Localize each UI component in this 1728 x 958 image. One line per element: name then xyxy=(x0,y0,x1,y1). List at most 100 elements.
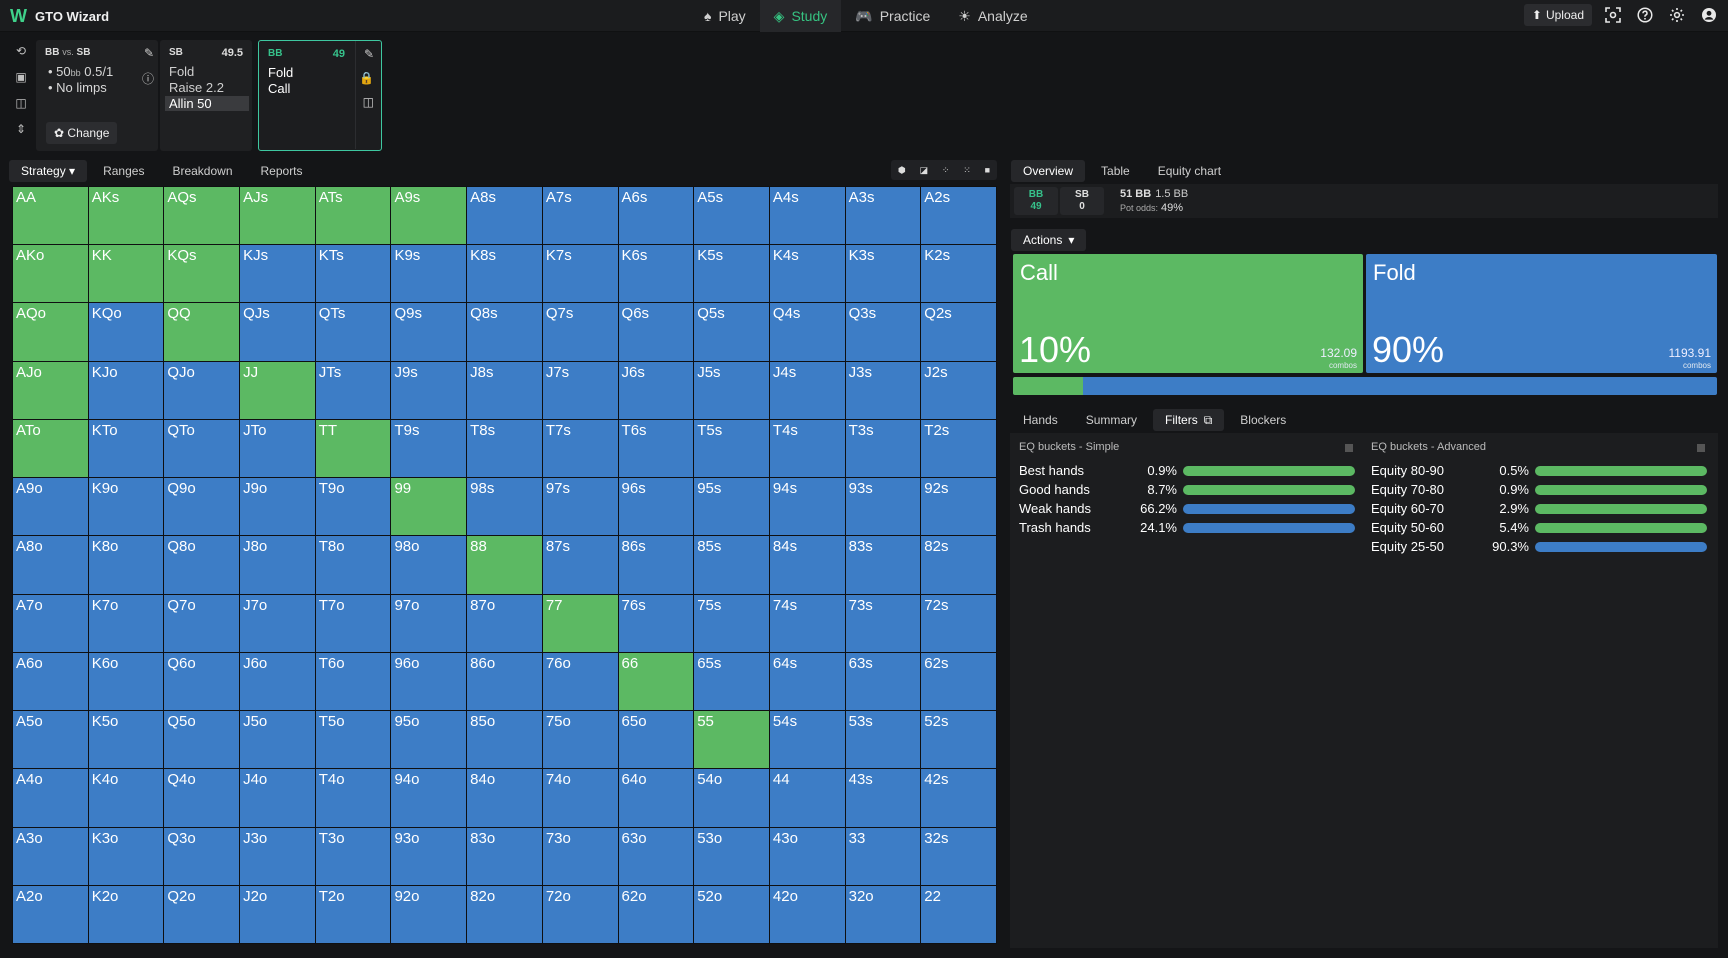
compare-icon[interactable]: ◫ xyxy=(362,95,374,109)
hand-cell[interactable]: KJs xyxy=(240,245,315,303)
hand-cell[interactable]: 52o xyxy=(694,885,769,943)
hand-cell[interactable]: A3s xyxy=(845,187,921,245)
hand-cell[interactable]: QTs xyxy=(315,303,391,361)
hand-cell[interactable]: 43o xyxy=(769,827,845,885)
eq-row[interactable]: Good hands 8.7% xyxy=(1019,480,1363,499)
hand-cell[interactable]: 73s xyxy=(845,594,921,652)
hand-cell[interactable]: A3o xyxy=(13,827,88,885)
hand-cell[interactable]: 95o xyxy=(391,711,467,769)
change-button[interactable]: ✿ Change xyxy=(46,122,118,144)
hand-cell[interactable]: 86o xyxy=(467,652,542,711)
hand-cell[interactable]: A6s xyxy=(618,187,694,245)
hand-cell[interactable]: Q4o xyxy=(164,769,240,827)
upload-button[interactable]: ⬆ Upload xyxy=(1523,4,1592,26)
hand-cell[interactable]: J3s xyxy=(845,361,921,419)
hand-cell[interactable]: K4s xyxy=(769,245,845,303)
hand-cell[interactable]: 93s xyxy=(845,478,921,536)
hand-cell[interactable]: K5o xyxy=(88,711,164,769)
hand-cell[interactable]: Q2s xyxy=(921,303,996,361)
small-grid-icon[interactable]: ⁘ xyxy=(941,164,950,175)
hand-cell[interactable]: J6o xyxy=(240,652,315,711)
nav-practice[interactable]: 🎮 Practice xyxy=(841,0,944,32)
hand-cell[interactable]: K5s xyxy=(694,245,769,303)
hand-cell[interactable]: 95s xyxy=(694,478,769,536)
suits-view-icon[interactable]: ⬢ xyxy=(897,164,906,175)
edit-pencil-icon[interactable]: ✎ xyxy=(143,46,154,60)
hand-cell[interactable]: AJs xyxy=(240,187,315,245)
tab-overview[interactable]: Overview xyxy=(1011,160,1086,182)
hand-cell[interactable]: 52s xyxy=(921,711,996,769)
hand-cell[interactable]: K3s xyxy=(845,245,921,303)
hand-cell[interactable]: J4s xyxy=(769,361,845,419)
hand-cell[interactable]: 98s xyxy=(467,478,542,536)
hand-cell[interactable]: 83o xyxy=(467,827,542,885)
action-fold-box[interactable]: Fold 90% 1193.91 combos xyxy=(1366,254,1717,373)
hand-cell[interactable]: AKo xyxy=(13,245,88,303)
hand-cell[interactable]: 64o xyxy=(618,769,694,827)
expand-vertical-icon[interactable]: ⇕ xyxy=(15,122,27,136)
hand-cell[interactable]: K7o xyxy=(88,594,164,652)
settings-gear-icon[interactable] xyxy=(1666,4,1688,26)
hand-cell[interactable]: QJo xyxy=(164,361,240,419)
hand-cell[interactable]: T8o xyxy=(315,536,391,594)
hand-cell[interactable]: 72s xyxy=(921,594,996,652)
hand-cell[interactable]: T6s xyxy=(618,419,694,478)
hand-cell[interactable]: Q9o xyxy=(164,478,240,536)
solid-view-icon[interactable]: ■ xyxy=(984,165,991,175)
hand-cell[interactable]: K3o xyxy=(88,827,164,885)
hand-cell[interactable]: JTo xyxy=(240,419,315,478)
hand-cell[interactable]: 75s xyxy=(694,594,769,652)
hand-cell[interactable]: J8o xyxy=(240,536,315,594)
hand-cell[interactable]: 76o xyxy=(542,652,618,711)
tab-reports[interactable]: Reports xyxy=(260,164,303,178)
copy-icon[interactable]: ⧉ xyxy=(1203,412,1213,427)
tab-blockers[interactable]: Blockers xyxy=(1240,413,1287,427)
hand-cell[interactable]: J5s xyxy=(694,361,769,419)
sb-action-allin[interactable]: Allin 50 xyxy=(165,96,249,111)
hand-cell[interactable]: 74s xyxy=(769,594,845,652)
tab-filters[interactable]: Filters ⧉ xyxy=(1153,409,1225,431)
hand-cell[interactable]: 87o xyxy=(467,594,542,652)
hand-cell[interactable]: J9o xyxy=(240,478,315,536)
hand-cell[interactable]: T6o xyxy=(315,652,391,711)
hand-cell[interactable]: A4s xyxy=(769,187,845,245)
eq-row[interactable]: Weak hands 66.2% xyxy=(1019,499,1363,518)
hand-cell[interactable]: TT xyxy=(315,419,391,478)
hand-cell[interactable]: AQo xyxy=(13,303,88,361)
eq-row[interactable]: Best hands 0.9% xyxy=(1019,461,1363,480)
hand-cell[interactable]: K2o xyxy=(88,885,164,943)
tab-hands[interactable]: Hands xyxy=(1023,413,1058,427)
sb-action-raise[interactable]: Raise 2.2 xyxy=(169,80,224,95)
hand-cell[interactable]: 86s xyxy=(618,536,694,594)
hand-cell[interactable]: 33 xyxy=(845,827,921,885)
hand-cell[interactable]: 64s xyxy=(769,652,845,711)
hand-cell[interactable]: 54o xyxy=(694,769,769,827)
hand-cell[interactable]: 65o xyxy=(618,711,694,769)
hand-cell[interactable]: J8s xyxy=(467,361,542,419)
hand-cell[interactable]: AQs xyxy=(164,187,240,245)
hand-cell[interactable]: 44 xyxy=(769,769,845,827)
player-sb[interactable]: SB 0 xyxy=(1060,187,1104,215)
eq-row[interactable]: Trash hands 24.1% xyxy=(1019,518,1363,537)
hand-cell[interactable]: 63o xyxy=(618,827,694,885)
hand-cell[interactable]: Q9s xyxy=(391,303,467,361)
tab-breakdown[interactable]: Breakdown xyxy=(172,164,233,178)
hand-cell[interactable]: Q7o xyxy=(164,594,240,652)
logo[interactable]: W GTO Wizard xyxy=(10,7,109,25)
hand-cell[interactable]: Q6s xyxy=(618,303,694,361)
hand-cell[interactable]: 32s xyxy=(921,827,996,885)
hand-cell[interactable]: T5s xyxy=(694,419,769,478)
hand-cell[interactable]: ATo xyxy=(13,419,88,478)
hand-cell[interactable]: JTs xyxy=(315,361,391,419)
hand-cell[interactable]: J6s xyxy=(618,361,694,419)
hand-cell[interactable]: T7s xyxy=(542,419,618,478)
hand-cell[interactable]: J2o xyxy=(240,885,315,943)
hand-cell[interactable]: K2s xyxy=(921,245,996,303)
hand-cell[interactable]: 32o xyxy=(845,885,921,943)
eq-row[interactable]: Equity 60-70 2.9% xyxy=(1371,499,1715,518)
hand-cell[interactable]: T4s xyxy=(769,419,845,478)
screenshot-icon[interactable] xyxy=(1602,4,1624,26)
hand-cell[interactable]: Q3o xyxy=(164,827,240,885)
hand-cell[interactable]: KJo xyxy=(88,361,164,419)
hand-cell[interactable]: T8s xyxy=(467,419,542,478)
